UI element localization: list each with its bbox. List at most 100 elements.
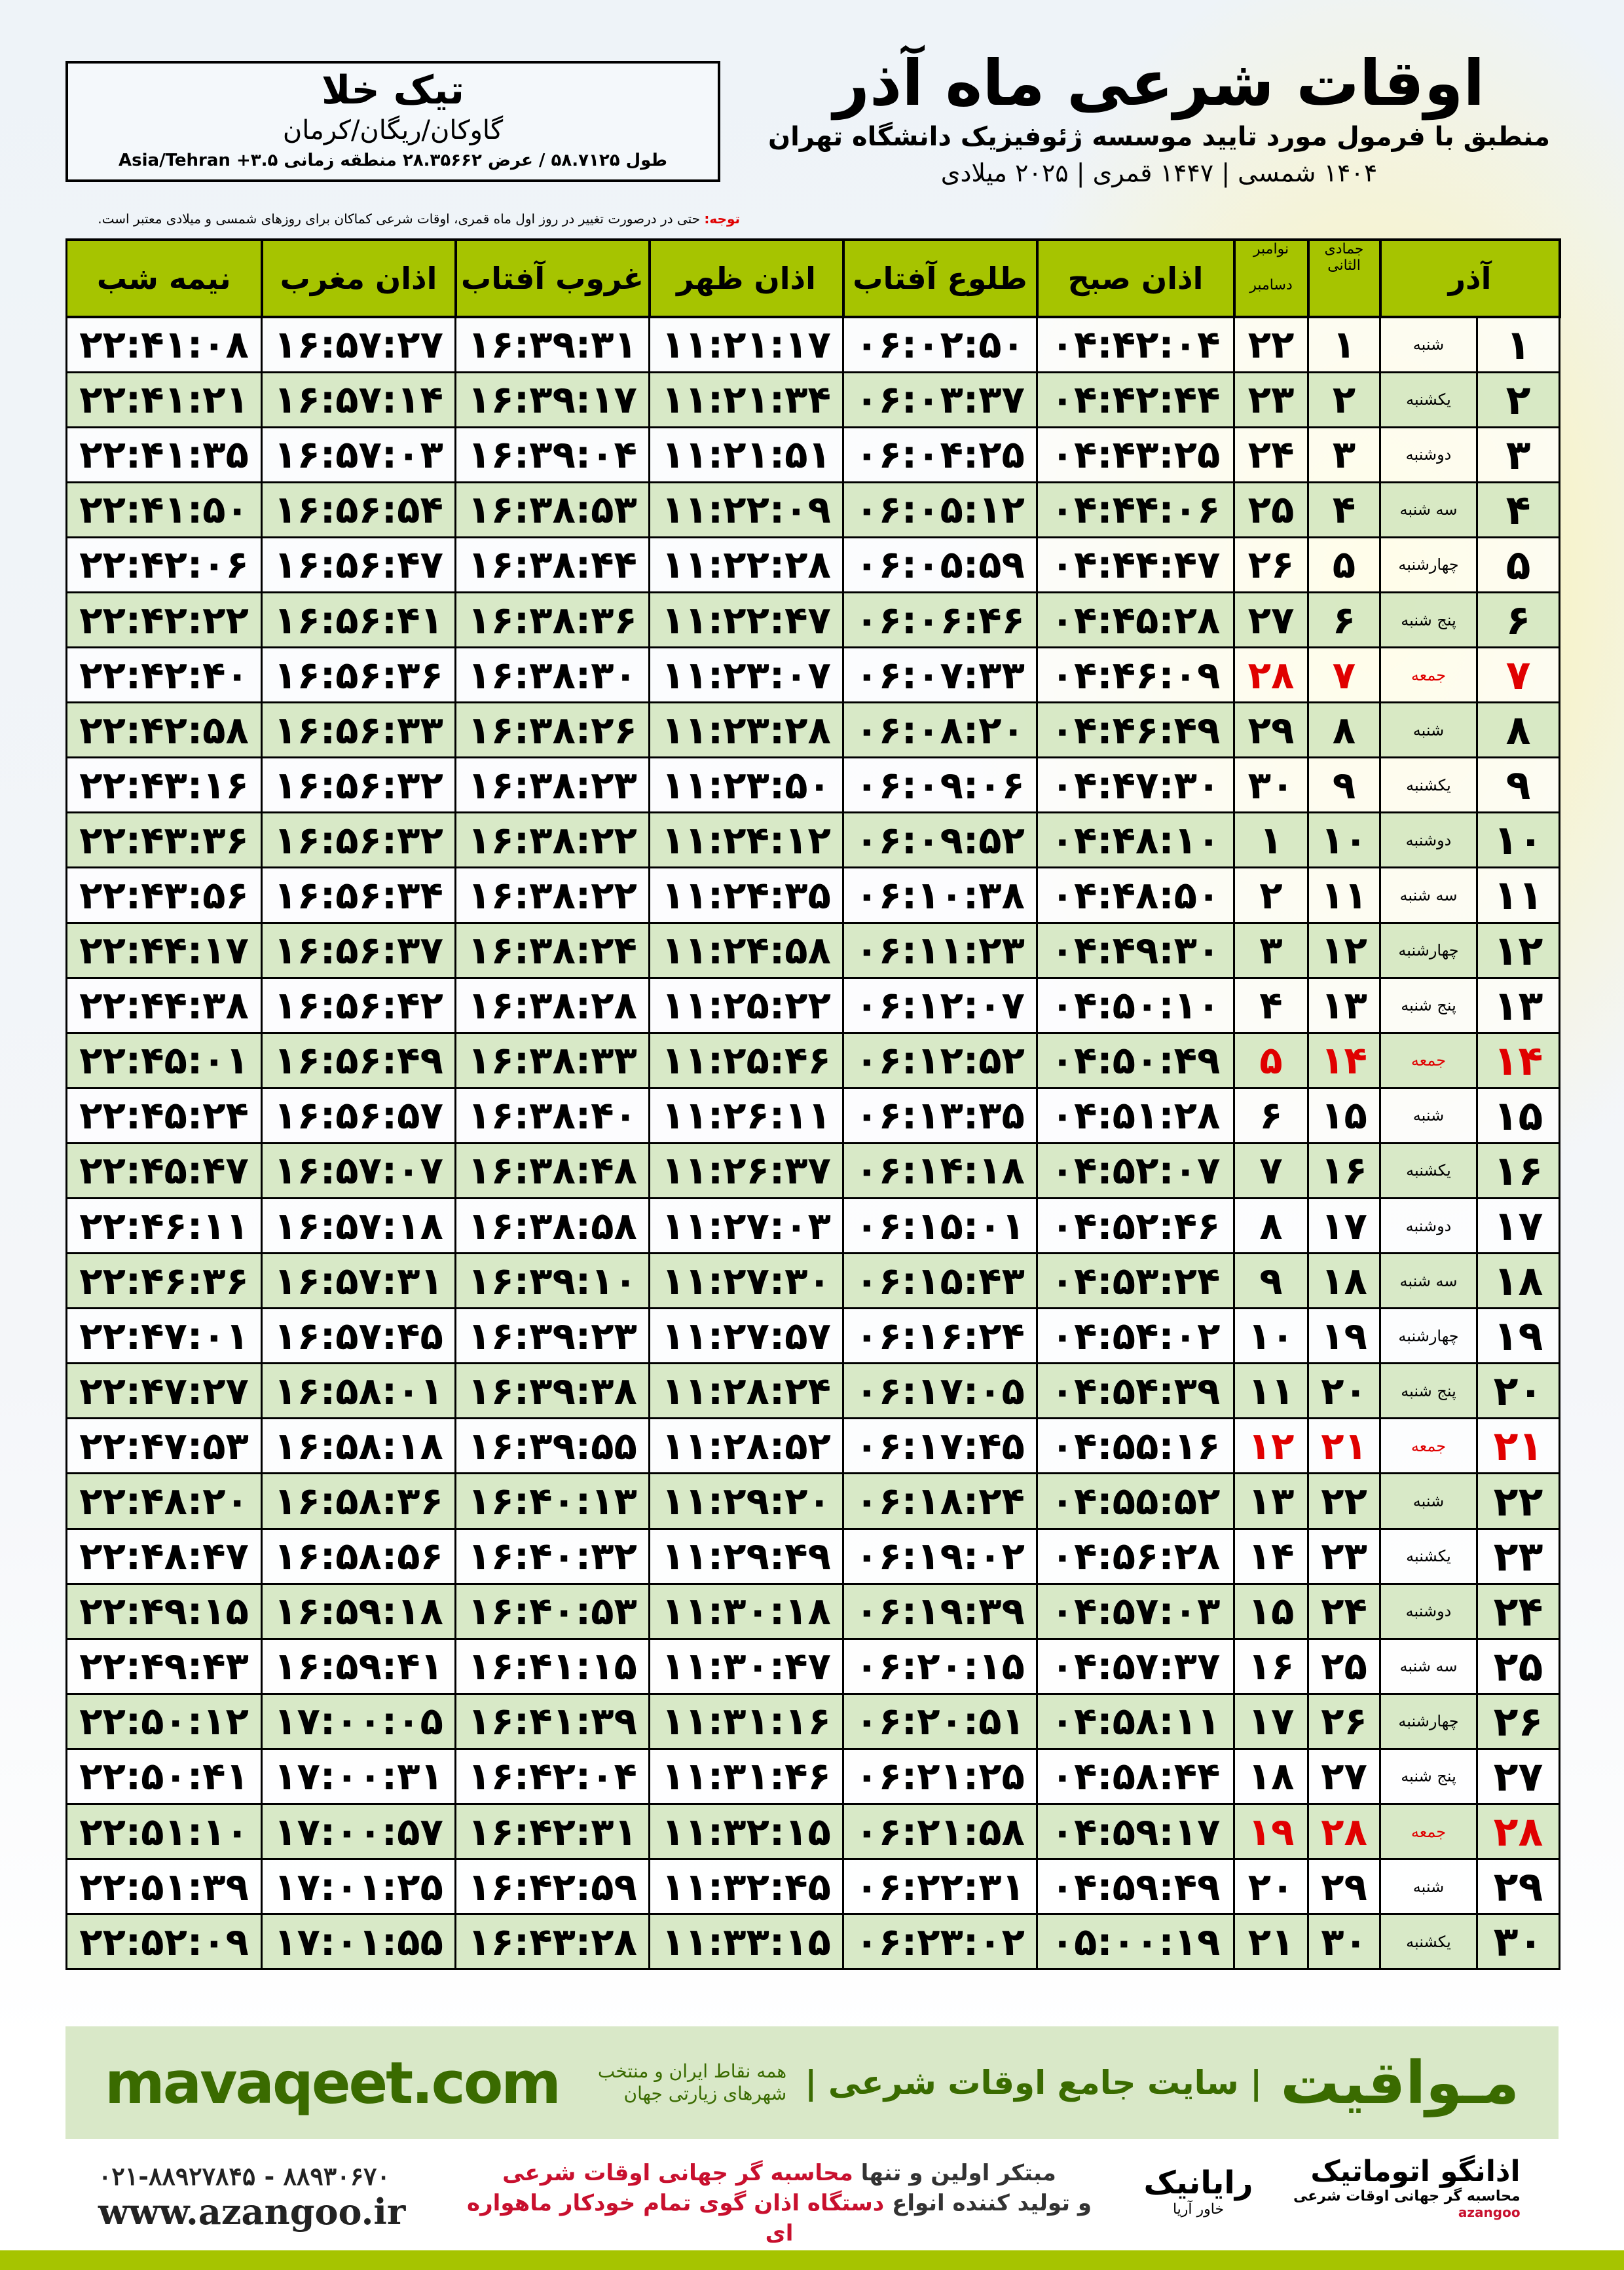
cell-weekday: جمعه — [1378, 646, 1479, 704]
cell-tolu: ۰۶:۱۴:۱۸ — [842, 1142, 1038, 1200]
cell-weekday: جمعه — [1378, 1417, 1479, 1475]
cell-ghorub: ۱۶:۴۳:۲۸ — [454, 1913, 650, 1971]
cell-zohr: ۱۱:۲۲:۲۸ — [648, 536, 844, 593]
cell-sobh: ۰۴:۴۸:۱۰ — [1036, 811, 1235, 869]
location-box: تیک خلا گاوکان/ریگان/کرمان طول ۵۸.۷۱۲۵ /… — [65, 61, 720, 182]
cell-day: ۲۵ — [1476, 1637, 1561, 1695]
cell-sobh: ۰۴:۴۶:۰۹ — [1036, 646, 1235, 704]
table-row: ۲۱ جمعه ۲۱ ۱۲ ۰۴:۵۵:۱۶ ۰۶:۱۷:۴۵ ۱۱:۲۸:۵۲ ۱۶:۳۹:… — [65, 1417, 1561, 1475]
cell-weekday: شنبه — [1378, 316, 1479, 373]
cell-weekday: یکشنبه — [1378, 756, 1479, 814]
cell-hijri-day: ۵ — [1307, 536, 1381, 593]
cell-gregorian-day: ۸ — [1233, 1197, 1309, 1255]
cell-hijri-day: ۲۸ — [1307, 1803, 1381, 1861]
table-row: ۴ سه شنبه ۴ ۲۵ ۰۴:۴۴:۰۶ ۰۶:۰۵:۱۲ ۱۱:۲۲:۰۹ ۱۶:۳۸… — [65, 481, 1561, 538]
table-row: ۲۸ جمعه ۲۸ ۱۹ ۰۴:۵۹:۱۷ ۰۶:۲۱:۵۸ ۱۱:۳۲:۱۵ ۱۶:۴۲:… — [65, 1803, 1561, 1861]
cell-sobh: ۰۴:۴۸:۵۰ — [1036, 866, 1235, 924]
cell-weekday: شنبه — [1378, 1472, 1479, 1530]
azangoo-logo-text: اذانگو اتوماتیک — [1310, 2155, 1521, 2188]
cell-tolu: ۰۶:۲۳:۰۲ — [842, 1913, 1038, 1971]
cell-gregorian-day: ۲۰ — [1233, 1858, 1309, 1916]
cell-zohr: ۱۱:۲۸:۵۲ — [648, 1417, 844, 1475]
cell-gregorian-day: ۴ — [1233, 977, 1309, 1034]
cell-zohr: ۱۱:۲۷:۳۰ — [648, 1252, 844, 1310]
cell-nime: ۲۲:۴۲:۴۰ — [65, 646, 263, 704]
cell-tolu: ۰۶:۲۱:۲۵ — [842, 1747, 1038, 1806]
cell-hijri-day: ۴ — [1307, 481, 1381, 538]
cell-ghorub: ۱۶:۴۲:۳۱ — [454, 1803, 650, 1861]
cell-hijri-day: ۶ — [1307, 591, 1381, 649]
city-name: تیک خلا — [321, 67, 465, 113]
table-row: ۲۹ شنبه ۲۹ ۲۰ ۰۴:۵۹:۴۹ ۰۶:۲۲:۳۱ ۱۱:۳۲:۴۵ ۱۶:۴۲:… — [65, 1858, 1561, 1916]
azangoo-logo-sub: محاسبه گر جهانی اوقات شرعی — [1293, 2188, 1521, 2205]
cell-tolu: ۰۶:۲۰:۵۱ — [842, 1692, 1038, 1750]
cell-tolu: ۰۶:۲۰:۱۵ — [842, 1637, 1038, 1695]
table-row: ۳۰ یکشنبه ۳۰ ۲۱ ۰۵:۰۰:۱۹ ۰۶:۲۳:۰۲ ۱۱:۳۳:۱۵ ۱۶:۴… — [65, 1913, 1561, 1971]
cell-zohr: ۱۱:۲۴:۵۸ — [648, 921, 844, 979]
cell-ghorub: ۱۶:۳۹:۵۵ — [454, 1417, 650, 1475]
cell-sobh: ۰۴:۴۴:۰۶ — [1036, 481, 1235, 538]
cell-zohr: ۱۱:۲۵:۴۶ — [648, 1032, 844, 1089]
cell-day: ۱۸ — [1476, 1252, 1561, 1310]
cell-weekday: چهارشنبه — [1378, 921, 1479, 979]
cell-zohr: ۱۱:۲۶:۱۱ — [648, 1087, 844, 1144]
cell-sobh: ۰۴:۵۰:۴۹ — [1036, 1032, 1235, 1089]
cell-gregorian-day: ۱۸ — [1233, 1747, 1309, 1806]
prayer-times-table: آذر جمادی الثانی نوامبر دسامبر اذان صبح ط… — [65, 238, 1561, 1971]
cell-nime: ۲۲:۴۵:۰۱ — [65, 1032, 263, 1089]
cell-gregorian-day: ۲۳ — [1233, 371, 1309, 428]
cell-nime: ۲۲:۴۹:۴۳ — [65, 1637, 263, 1695]
cell-ghorub: ۱۶:۴۲:۰۴ — [454, 1747, 650, 1806]
cell-nime: ۲۲:۴۴:۳۸ — [65, 977, 263, 1034]
cell-sobh: ۰۴:۵۶:۲۸ — [1036, 1527, 1235, 1585]
col-sobh: اذان صبح — [1036, 238, 1236, 318]
cell-weekday: پنج شنبه — [1378, 1747, 1479, 1806]
cell-hijri-day: ۱۴ — [1307, 1032, 1381, 1089]
cell-gregorian-day: ۳۰ — [1233, 756, 1309, 814]
cell-nime: ۲۲:۴۱:۳۵ — [65, 426, 263, 483]
cell-weekday: یکشنبه — [1378, 1527, 1479, 1585]
cell-nime: ۲۲:۴۱:۵۰ — [65, 481, 263, 538]
cell-hijri-day: ۲۴ — [1307, 1582, 1381, 1640]
cell-zohr: ۱۱:۲۹:۴۹ — [648, 1527, 844, 1585]
cell-maghrib: ۱۷:۰۱:۵۵ — [261, 1913, 456, 1971]
cell-sobh: ۰۴:۴۳:۲۵ — [1036, 426, 1235, 483]
table-row: ۱ شنبه ۱ ۲۲ ۰۴:۴۲:۰۴ ۰۶:۰۲:۵۰ ۱۱:۲۱:۱۷ ۱۶:۳۹:۳۱… — [65, 316, 1561, 373]
cell-zohr: ۱۱:۲۵:۲۲ — [648, 977, 844, 1034]
cell-ghorub: ۱۶:۳۸:۲۲ — [454, 811, 650, 869]
cell-ghorub: ۱۶:۳۸:۲۳ — [454, 756, 650, 814]
cell-day: ۲۲ — [1476, 1472, 1561, 1530]
cell-hijri-day: ۲۲ — [1307, 1472, 1381, 1530]
cell-zohr: ۱۱:۲۸:۲۴ — [648, 1362, 844, 1420]
cell-hijri-day: ۱۳ — [1307, 977, 1381, 1034]
cell-nime: ۲۲:۴۴:۱۷ — [65, 921, 263, 979]
cell-maghrib: ۱۶:۵۹:۴۱ — [261, 1637, 456, 1695]
cell-zohr: ۱۱:۳۲:۴۵ — [648, 1858, 844, 1916]
cell-hijri-day: ۲۷ — [1307, 1747, 1381, 1806]
cell-tolu: ۰۶:۱۵:۴۳ — [842, 1252, 1038, 1310]
cell-nime: ۲۲:۴۲:۲۲ — [65, 591, 263, 649]
cell-gregorian-day: ۲۶ — [1233, 536, 1309, 593]
col-zohr: اذان ظهر — [648, 238, 845, 318]
cell-zohr: ۱۱:۳۱:۱۶ — [648, 1692, 844, 1750]
bottom-bar — [0, 2250, 1624, 2270]
cell-ghorub: ۱۶:۴۱:۱۵ — [454, 1637, 650, 1695]
cell-day: ۲۹ — [1476, 1858, 1561, 1916]
cell-sobh: ۰۴:۵۸:۱۱ — [1036, 1692, 1235, 1750]
azangoo-url[interactable]: www.azangoo.ir — [98, 2191, 406, 2233]
cell-zohr: ۱۱:۳۰:۴۷ — [648, 1637, 844, 1695]
cell-hijri-day: ۲ — [1307, 371, 1381, 428]
cell-weekday: شنبه — [1378, 701, 1479, 759]
cell-sobh: ۰۴:۵۷:۳۷ — [1036, 1637, 1235, 1695]
rayanik-logo: رایانیک خاور آریا — [1123, 2165, 1274, 2218]
banner-url[interactable]: mavaqeet.com — [105, 2049, 561, 2117]
cell-tolu: ۰۶:۲۲:۳۱ — [842, 1858, 1038, 1916]
cell-day: ۱۵ — [1476, 1087, 1561, 1144]
cell-day: ۱۲ — [1476, 921, 1561, 979]
coordinates: طول ۵۸.۷۱۲۵ / عرض ۲۸.۳۵۶۶۲ منطقه زمانی ۳… — [119, 151, 667, 170]
year-line: ۱۴۰۴ شمسی | ۱۴۴۷ قمری | ۲۰۲۵ میلادی — [940, 158, 1378, 187]
cell-nime: ۲۲:۵۰:۴۱ — [65, 1747, 263, 1806]
cell-maghrib: ۱۶:۵۶:۳۲ — [261, 811, 456, 869]
cell-hijri-day: ۱۷ — [1307, 1197, 1381, 1255]
cell-maghrib: ۱۷:۰۱:۲۵ — [261, 1858, 456, 1916]
